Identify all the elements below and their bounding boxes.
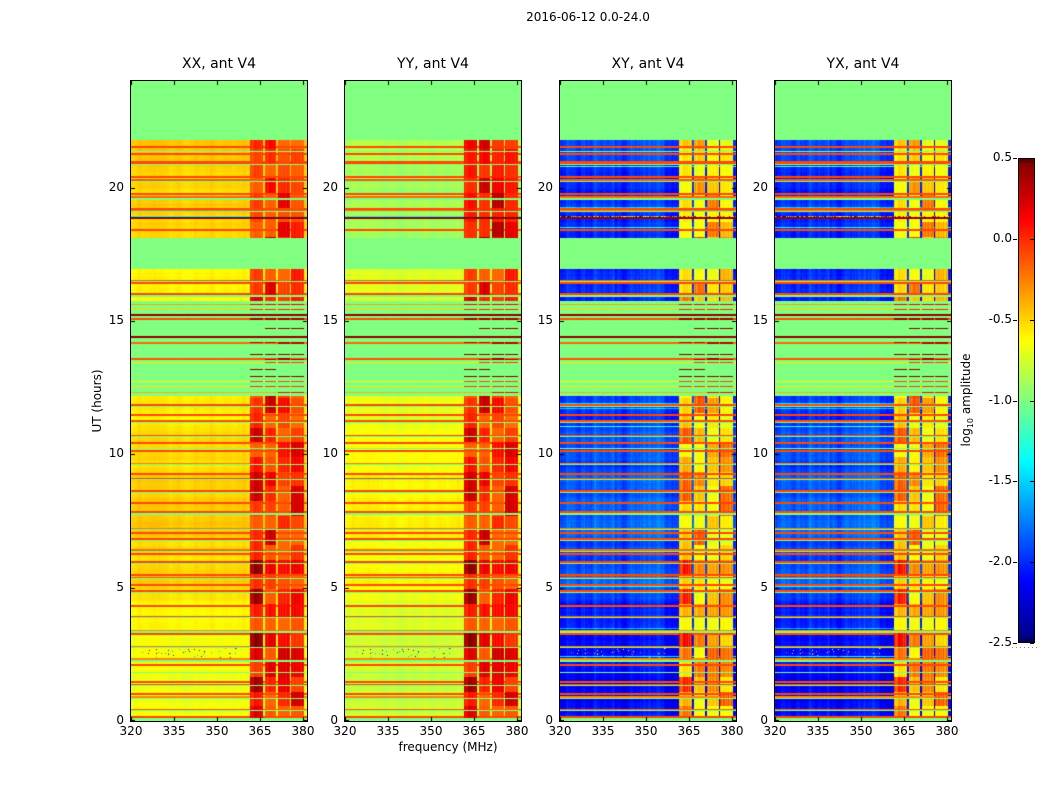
y-tick-label: 15 <box>752 313 768 327</box>
x-tick-label: 320 <box>119 724 143 738</box>
x-tick-label: 335 <box>162 724 186 738</box>
x-tick-label: 335 <box>806 724 830 738</box>
heatmap-panel-yx <box>774 80 952 722</box>
x-tick-label: 365 <box>677 724 701 738</box>
heatmap-panel-xx <box>130 80 308 722</box>
colorbar-tick <box>1013 158 1017 159</box>
colorbar <box>1018 158 1035 643</box>
colorbar-dotted-line <box>1012 647 1040 648</box>
colorbar-tick-label: -0.5 <box>988 312 1012 326</box>
heatmap-panel-xy <box>559 80 737 722</box>
colorbar-tick <box>1030 320 1034 321</box>
heatmap-canvas-yx <box>775 81 951 721</box>
y-tick-label: 5 <box>330 580 338 594</box>
y-tick-label: 20 <box>537 180 553 194</box>
y-tick-label: 10 <box>752 446 768 460</box>
x-tick-label: 320 <box>333 724 357 738</box>
colorbar-tick <box>1013 320 1017 321</box>
y-tick-label: 20 <box>322 180 338 194</box>
heatmap-canvas-xy <box>560 81 736 721</box>
heatmap-canvas-yy <box>345 81 521 721</box>
colorbar-tick <box>1030 643 1034 644</box>
panel-title-yy: YY, ant V4 <box>397 56 469 72</box>
colorbar-tick <box>1013 239 1017 240</box>
heatmap-panel-yy <box>344 80 522 722</box>
figure-title: 2016-06-12 0.0-24.0 <box>526 10 650 24</box>
x-tick-label: 380 <box>720 724 744 738</box>
x-tick-label: 380 <box>505 724 529 738</box>
colorbar-tick-label: -1.0 <box>988 393 1012 407</box>
y-tick-label: 10 <box>108 446 124 460</box>
colorbar-tick <box>1030 562 1034 563</box>
panel-title-yx: YX, ant V4 <box>826 56 900 72</box>
colorbar-gradient <box>1019 159 1034 642</box>
y-tick-label: 10 <box>537 446 553 460</box>
x-axis-label: frequency (MHz) <box>398 740 498 754</box>
x-tick-label: 350 <box>205 724 229 738</box>
colorbar-tick <box>1013 401 1017 402</box>
colorbar-tick-label: -2.0 <box>988 554 1012 568</box>
x-tick-label: 365 <box>892 724 916 738</box>
x-tick-label: 365 <box>248 724 272 738</box>
x-tick-label: 335 <box>591 724 615 738</box>
colorbar-tick <box>1013 481 1017 482</box>
colorbar-tick <box>1030 401 1034 402</box>
colorbar-tick-label: 0.0 <box>992 231 1012 245</box>
colorbar-tick <box>1013 643 1017 644</box>
panel-title-xy: XY, ant V4 <box>611 56 685 72</box>
x-tick-label: 320 <box>763 724 787 738</box>
x-tick-label: 350 <box>634 724 658 738</box>
colorbar-tick <box>1030 239 1034 240</box>
x-tick-label: 320 <box>548 724 572 738</box>
colorbar-tick <box>1013 562 1017 563</box>
colorbar-tick <box>1030 158 1034 159</box>
y-tick-label: 20 <box>752 180 768 194</box>
y-tick-label: 15 <box>108 313 124 327</box>
y-tick-label: 10 <box>322 446 338 460</box>
y-tick-label: 0 <box>116 713 124 727</box>
y-tick-label: 0 <box>545 713 553 727</box>
x-tick-label: 380 <box>935 724 959 738</box>
colorbar-tick <box>1030 481 1034 482</box>
y-tick-label: 15 <box>537 313 553 327</box>
y-tick-label: 5 <box>545 580 553 594</box>
x-tick-label: 365 <box>462 724 486 738</box>
y-tick-label: 15 <box>322 313 338 327</box>
panel-title-xx: XX, ant V4 <box>182 56 256 72</box>
x-tick-label: 335 <box>376 724 400 738</box>
colorbar-tick-label: -2.5 <box>988 635 1012 649</box>
heatmap-canvas-xx <box>131 81 307 721</box>
colorbar-tick-label: 0.5 <box>992 150 1012 164</box>
x-tick-label: 350 <box>419 724 443 738</box>
y-axis-label: UT (hours) <box>90 369 104 433</box>
y-tick-label: 0 <box>330 713 338 727</box>
colorbar-tick-label: -1.5 <box>988 473 1012 487</box>
y-tick-label: 5 <box>116 580 124 594</box>
x-tick-label: 350 <box>849 724 873 738</box>
y-tick-label: 5 <box>760 580 768 594</box>
y-tick-label: 0 <box>760 713 768 727</box>
y-tick-label: 20 <box>108 180 124 194</box>
x-tick-label: 380 <box>291 724 315 738</box>
